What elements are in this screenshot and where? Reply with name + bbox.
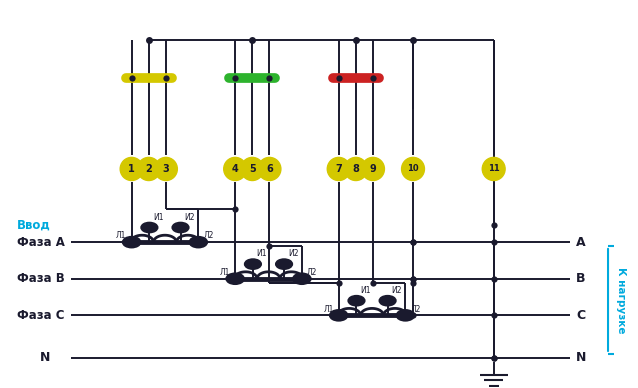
Text: Фаза С: Фаза С — [17, 309, 65, 322]
Text: Л1: Л1 — [323, 305, 334, 314]
Circle shape — [172, 222, 189, 232]
Text: N: N — [40, 351, 50, 364]
Circle shape — [380, 296, 396, 306]
Text: 3: 3 — [163, 164, 169, 174]
Text: В: В — [576, 272, 586, 285]
Text: 10: 10 — [407, 165, 419, 173]
Ellipse shape — [224, 158, 246, 180]
Ellipse shape — [154, 158, 177, 180]
Circle shape — [189, 237, 207, 248]
Text: И1: И1 — [256, 249, 267, 258]
Circle shape — [348, 296, 365, 306]
Text: 6: 6 — [266, 164, 273, 174]
Text: Фаза А: Фаза А — [17, 236, 65, 249]
Circle shape — [141, 222, 158, 232]
Ellipse shape — [362, 158, 385, 180]
Text: Л2: Л2 — [204, 232, 214, 241]
Text: 11: 11 — [488, 165, 500, 173]
Text: 5: 5 — [249, 164, 256, 174]
Text: 7: 7 — [336, 164, 342, 174]
Text: И2: И2 — [392, 286, 402, 295]
Text: 9: 9 — [369, 164, 376, 174]
Text: К нагрузке: К нагрузке — [616, 267, 626, 333]
Text: И1: И1 — [153, 213, 164, 222]
Text: 4: 4 — [232, 164, 239, 174]
Ellipse shape — [120, 158, 143, 180]
Circle shape — [226, 274, 244, 284]
Text: N: N — [576, 351, 586, 364]
Circle shape — [122, 237, 140, 248]
Text: А: А — [576, 236, 586, 249]
Text: Фаза В: Фаза В — [17, 272, 65, 285]
Ellipse shape — [137, 158, 160, 180]
Text: Л1: Л1 — [219, 268, 230, 277]
Circle shape — [330, 310, 348, 321]
Text: И2: И2 — [288, 249, 299, 258]
Circle shape — [396, 310, 414, 321]
Text: 1: 1 — [128, 164, 135, 174]
Circle shape — [293, 274, 311, 284]
Circle shape — [276, 259, 292, 269]
Text: 2: 2 — [145, 164, 152, 174]
Text: И1: И1 — [360, 286, 371, 295]
Text: 8: 8 — [352, 164, 359, 174]
Text: Л1: Л1 — [116, 232, 126, 241]
Ellipse shape — [345, 158, 367, 180]
Circle shape — [245, 259, 261, 269]
Ellipse shape — [241, 158, 263, 180]
Text: Л2: Л2 — [410, 305, 421, 314]
Text: Л2: Л2 — [307, 268, 317, 277]
Ellipse shape — [401, 158, 424, 180]
Ellipse shape — [258, 158, 281, 180]
Ellipse shape — [482, 158, 505, 180]
Ellipse shape — [327, 158, 350, 180]
Text: И2: И2 — [184, 213, 195, 222]
Text: Ввод: Ввод — [17, 218, 51, 231]
Text: С: С — [576, 309, 586, 322]
